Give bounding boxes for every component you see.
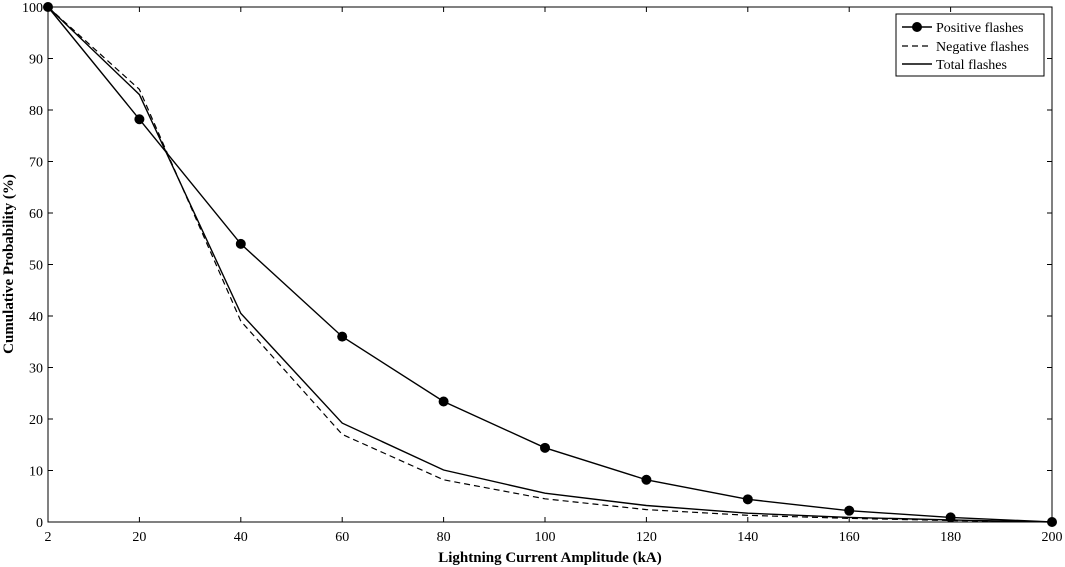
positive-flashes-point — [337, 331, 348, 342]
x-tick-label: 120 — [636, 530, 657, 545]
y-tick-label: 100 — [22, 1, 43, 16]
y-tick-label: 60 — [29, 207, 43, 222]
y-tick-label: 40 — [29, 310, 43, 325]
y-tick-label: 80 — [29, 104, 43, 119]
legend-marker-positive — [912, 22, 922, 32]
y-tick-label: 70 — [29, 156, 43, 171]
x-tick-label: 20 — [132, 530, 146, 545]
legend-label-negative: Negative flashes — [936, 40, 1029, 55]
y-axis: 0 10 20 30 40 50 60 70 80 90 100 — [22, 1, 1052, 531]
y-tick-label: 90 — [29, 53, 43, 68]
x-tick-label: 160 — [839, 530, 860, 545]
positive-flashes-point — [235, 238, 246, 249]
x-tick-label: 40 — [234, 530, 248, 545]
legend-label-positive: Positive flashes — [936, 21, 1024, 36]
x-tick-label: 100 — [535, 530, 556, 545]
positive-flashes-point — [641, 474, 652, 485]
x-tick-label: 140 — [737, 530, 758, 545]
positive-flashes-point — [844, 505, 855, 516]
positive-flashes-point — [540, 442, 550, 453]
series-layer — [43, 2, 1057, 527]
positive-flashes-point — [134, 114, 145, 125]
y-tick-label: 0 — [36, 516, 43, 531]
legend-label-total: Total flashes — [936, 58, 1007, 73]
series-line-total-flashes — [47, 6, 1053, 523]
x-tick-label: 2 — [45, 530, 52, 545]
y-axis-label: Cumulative Probability (%) — [1, 174, 17, 354]
x-axis-label: Lightning Current Amplitude (kA) — [438, 550, 662, 566]
x-tick-label: 200 — [1042, 530, 1063, 545]
y-tick-label: 50 — [29, 259, 43, 274]
positive-flashes-point — [438, 396, 449, 407]
y-tick-label: 20 — [29, 413, 43, 428]
y-tick-label: 30 — [29, 362, 43, 377]
positive-flashes-point — [742, 494, 753, 505]
y-tick-label: 10 — [29, 465, 43, 480]
x-tick-label: 60 — [335, 530, 349, 545]
x-tick-label: 180 — [940, 530, 961, 545]
plot-area — [47, 6, 1053, 523]
series-line-negative-flashes — [47, 6, 1053, 523]
x-tick-label: 80 — [437, 530, 451, 545]
legend: Positive flashes Negative flashes Total … — [895, 13, 1045, 77]
